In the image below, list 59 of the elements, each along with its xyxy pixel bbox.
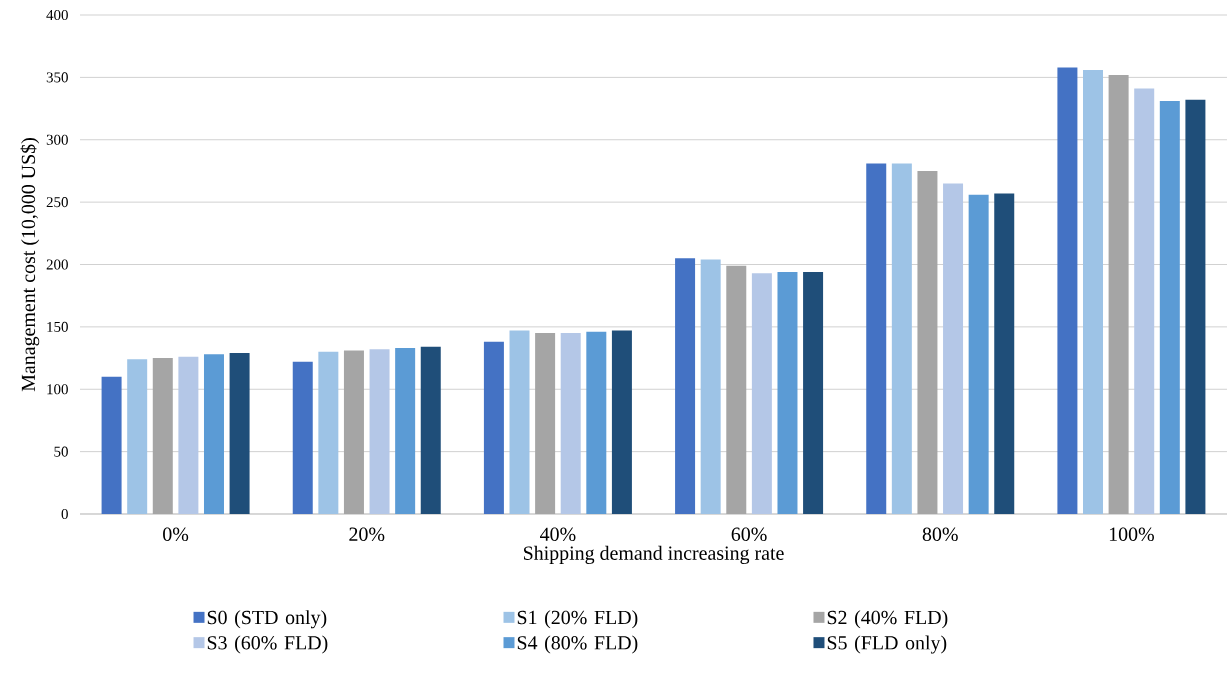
legend-label: S3 (60% FLD) bbox=[207, 635, 328, 654]
bar bbox=[700, 259, 721, 514]
bar bbox=[1159, 101, 1180, 514]
x-tick-label: 20% bbox=[349, 527, 385, 542]
bar bbox=[891, 163, 912, 514]
legend-label: S5 (FLD only) bbox=[827, 635, 947, 654]
bar bbox=[866, 163, 887, 514]
bar bbox=[1083, 69, 1104, 514]
x-tick-label: 60% bbox=[731, 527, 767, 542]
bar bbox=[586, 331, 607, 514]
y-tick-label: 350 bbox=[46, 72, 68, 83]
legend-label: S4 (80% FLD) bbox=[517, 635, 638, 654]
bar bbox=[560, 333, 581, 514]
y-tick-label: 250 bbox=[46, 197, 68, 208]
bar bbox=[292, 361, 313, 514]
bar bbox=[343, 350, 364, 514]
bar bbox=[420, 346, 441, 514]
legend-label: S1 (20% FLD) bbox=[517, 610, 638, 629]
x-tick-label: 0% bbox=[163, 527, 189, 542]
bar bbox=[968, 194, 989, 514]
bar bbox=[675, 258, 696, 514]
bar bbox=[726, 265, 747, 514]
bar bbox=[611, 330, 632, 514]
bar bbox=[917, 170, 938, 514]
y-tick-label: 200 bbox=[46, 259, 68, 270]
bar bbox=[127, 359, 148, 514]
bar bbox=[777, 271, 798, 514]
legend-label: S2 (40% FLD) bbox=[827, 610, 948, 629]
bar bbox=[483, 341, 504, 514]
bar bbox=[1185, 99, 1206, 514]
bar bbox=[203, 354, 224, 514]
y-tick-label: 0 bbox=[61, 508, 68, 520]
x-axis-title: Shipping demand increasing rate bbox=[523, 545, 784, 564]
bar bbox=[395, 348, 416, 514]
bar bbox=[318, 351, 339, 514]
bar bbox=[1108, 74, 1129, 514]
legend-label: S0 (STD only) bbox=[207, 610, 327, 629]
x-tick-label: 80% bbox=[922, 527, 958, 542]
x-tick-label: 40% bbox=[540, 527, 576, 542]
y-axis-title: Management cost (10,000 US$) bbox=[20, 138, 40, 392]
y-tick-label: 300 bbox=[46, 134, 68, 145]
y-tick-label: 400 bbox=[46, 9, 68, 21]
y-tick-label: 50 bbox=[54, 446, 68, 457]
bar bbox=[1057, 67, 1078, 514]
y-tick-label: 150 bbox=[47, 321, 68, 332]
bar bbox=[101, 376, 122, 514]
bar bbox=[152, 358, 173, 514]
bar bbox=[751, 273, 772, 514]
bar bbox=[803, 271, 824, 514]
bar bbox=[943, 183, 964, 514]
bar bbox=[229, 353, 250, 514]
bar bbox=[509, 330, 530, 514]
bar bbox=[535, 333, 556, 514]
bar bbox=[1134, 88, 1155, 514]
bar bbox=[369, 349, 390, 514]
x-tick-label: 100% bbox=[1109, 527, 1154, 542]
bar bbox=[178, 356, 199, 514]
bar bbox=[994, 193, 1015, 514]
y-tick-label: 100 bbox=[47, 384, 68, 395]
